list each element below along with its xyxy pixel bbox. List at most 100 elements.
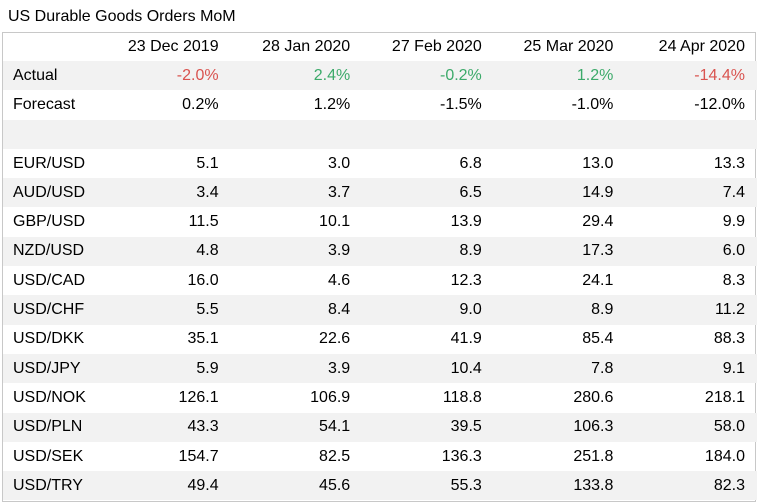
column-header: 23 Dec 2019 bbox=[127, 38, 219, 55]
pair-value: 106.3 bbox=[493, 412, 626, 442]
row-label: NZD/USD bbox=[3, 236, 99, 267]
pair-value: 11.5 bbox=[188, 213, 219, 231]
forecast-value: -1.0% bbox=[571, 95, 614, 113]
pair-value: 136.3 bbox=[441, 447, 482, 465]
row-label: USD/SEK bbox=[13, 447, 84, 465]
forecast-row: Forecast 0.2% 1.2% -1.5% -1.0% -12.0% bbox=[3, 90, 757, 119]
pair-value: 12.3 bbox=[450, 271, 482, 289]
forecast-value: 0.2% bbox=[182, 95, 219, 113]
pair-value: 24.1 bbox=[582, 271, 614, 289]
actual-value: -2.0% bbox=[99, 61, 231, 91]
pair-row: GBP/USD 11.5 10.1 13.9 29.4 9.9 bbox=[3, 207, 757, 236]
spacer-cell bbox=[493, 119, 626, 149]
actual-value: -0.2% bbox=[362, 61, 494, 91]
pair-value: 14.9 bbox=[493, 178, 626, 208]
actual-value: -14.4% bbox=[625, 61, 757, 91]
actual-value: 2.4% bbox=[230, 61, 363, 91]
header-row: 23 Dec 2019 28 Jan 2020 27 Feb 2020 25 M… bbox=[3, 33, 757, 61]
pair-row: NZD/USD 4.8 3.9 8.9 17.3 6.0 bbox=[3, 236, 757, 267]
row-label: Actual bbox=[3, 61, 99, 91]
pair-value: 39.5 bbox=[362, 412, 494, 442]
spacer-cell bbox=[99, 119, 231, 149]
column-header: 27 Feb 2020 bbox=[391, 38, 482, 55]
pair-row: EUR/USD 5.1 3.0 6.8 13.0 13.3 bbox=[3, 149, 757, 178]
pair-value: 4.6 bbox=[327, 271, 351, 289]
table-title: US Durable Goods Orders MoM bbox=[8, 8, 236, 25]
pair-value: 29.4 bbox=[582, 213, 614, 231]
pair-row: USD/DKK 35.1 22.6 41.9 85.4 88.3 bbox=[3, 325, 757, 354]
pair-row: AUD/USD 3.4 3.7 6.5 14.9 7.4 bbox=[3, 178, 757, 208]
pair-value: 5.9 bbox=[99, 353, 231, 384]
row-label: AUD/USD bbox=[3, 178, 99, 208]
pair-value: 8.3 bbox=[722, 271, 745, 289]
row-label: USD/TRY bbox=[3, 471, 99, 501]
row-label: Forecast bbox=[13, 95, 76, 113]
pair-value: 3.9 bbox=[230, 353, 363, 384]
pair-value: 54.1 bbox=[230, 412, 363, 442]
pair-value: 218.1 bbox=[704, 388, 745, 406]
pair-value: 6.8 bbox=[459, 154, 482, 172]
pair-value: 41.9 bbox=[450, 330, 482, 348]
pair-value: 251.8 bbox=[573, 447, 614, 465]
pair-value: 7.4 bbox=[625, 178, 757, 208]
pair-value: 3.9 bbox=[230, 236, 363, 267]
spacer-row bbox=[3, 119, 757, 149]
pair-row: USD/PLN 43.3 54.1 39.5 106.3 58.0 bbox=[3, 412, 757, 442]
row-label: USD/CHF bbox=[3, 295, 99, 325]
column-header: 24 Apr 2020 bbox=[658, 38, 745, 55]
pair-value: 8.9 bbox=[362, 236, 494, 267]
pair-value: 11.2 bbox=[625, 295, 757, 325]
pair-value: 5.5 bbox=[99, 295, 231, 325]
pair-value: 10.1 bbox=[319, 213, 351, 231]
spacer-cell bbox=[362, 119, 494, 149]
pair-value: 13.9 bbox=[450, 213, 482, 231]
pair-row: USD/SEK 154.7 82.5 136.3 251.8 184.0 bbox=[3, 442, 757, 471]
pair-value: 9.1 bbox=[625, 353, 757, 384]
pair-value: 45.6 bbox=[230, 471, 363, 501]
spacer-cell bbox=[230, 119, 363, 149]
forecast-value: 1.2% bbox=[313, 95, 351, 113]
pair-value: 10.4 bbox=[362, 353, 494, 384]
row-label: EUR/USD bbox=[13, 154, 86, 172]
pair-value: 58.0 bbox=[625, 412, 757, 442]
pair-row: USD/CAD 16.0 4.6 12.3 24.1 8.3 bbox=[3, 266, 757, 295]
pair-value: 13.3 bbox=[713, 154, 745, 172]
pair-value: 49.4 bbox=[99, 471, 231, 501]
pair-value: 82.3 bbox=[625, 471, 757, 501]
actual-value: 1.2% bbox=[493, 61, 626, 91]
pair-value: 4.8 bbox=[99, 236, 231, 267]
spacer-cell bbox=[625, 119, 757, 149]
pair-value: 118.8 bbox=[442, 388, 482, 406]
pair-value: 43.3 bbox=[99, 412, 231, 442]
pair-value: 3.0 bbox=[327, 154, 351, 172]
pair-value: 5.1 bbox=[196, 154, 219, 172]
pair-value: 280.6 bbox=[573, 388, 614, 406]
actual-row: Actual -2.0% 2.4% -0.2% 1.2% -14.4% bbox=[3, 61, 757, 91]
row-label: USD/CAD bbox=[13, 271, 86, 289]
pair-value: 88.3 bbox=[713, 330, 745, 348]
row-label: USD/DKK bbox=[13, 330, 85, 348]
pair-value: 22.6 bbox=[319, 330, 351, 348]
row-label: GBP/USD bbox=[13, 213, 86, 231]
pair-value: 17.3 bbox=[493, 236, 626, 267]
pair-row: USD/NOK 126.1 106.9 118.8 280.6 218.1 bbox=[3, 383, 757, 412]
column-header: 25 Mar 2020 bbox=[523, 38, 614, 55]
pair-value: 82.5 bbox=[319, 447, 351, 465]
pair-value: 3.4 bbox=[99, 178, 231, 208]
forecast-value: -12.0% bbox=[694, 95, 745, 113]
pair-value: 55.3 bbox=[362, 471, 494, 501]
pair-value: 3.7 bbox=[230, 178, 363, 208]
spacer-cell bbox=[3, 119, 99, 149]
data-table: 23 Dec 2019 28 Jan 2020 27 Feb 2020 25 M… bbox=[3, 33, 757, 501]
pair-value: 184.0 bbox=[704, 447, 745, 465]
pair-value: 9.0 bbox=[362, 295, 494, 325]
pair-value: 13.0 bbox=[582, 154, 614, 172]
row-label: USD/JPY bbox=[3, 353, 99, 384]
pair-value: 133.8 bbox=[493, 471, 626, 501]
pair-value: 8.4 bbox=[230, 295, 363, 325]
pair-value: 16.0 bbox=[187, 271, 219, 289]
pair-value: 35.1 bbox=[187, 330, 219, 348]
pair-value: 6.5 bbox=[362, 178, 494, 208]
pair-row: USD/CHF 5.5 8.4 9.0 8.9 11.2 bbox=[3, 295, 757, 325]
row-label: USD/PLN bbox=[3, 412, 99, 442]
